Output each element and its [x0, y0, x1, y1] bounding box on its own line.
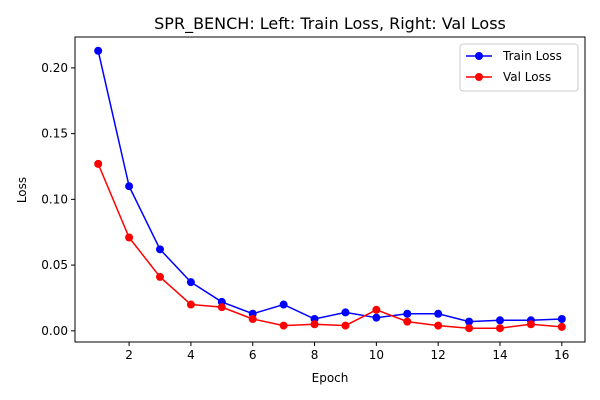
- x-tick-label: 2: [125, 348, 133, 362]
- data-point: [557, 314, 566, 323]
- x-axis-label: Epoch: [312, 371, 349, 385]
- data-point: [341, 308, 350, 317]
- series-line: [97, 163, 562, 329]
- data-point: [217, 303, 226, 312]
- x-tick-label: 4: [187, 348, 195, 362]
- y-tick-label: 0.05: [41, 258, 68, 272]
- x-tick-label: 14: [492, 348, 507, 362]
- x-tick-label: 12: [431, 348, 446, 362]
- data-point: [465, 317, 474, 326]
- data-point: [125, 182, 134, 191]
- x-tick-label: 16: [554, 348, 569, 362]
- data-point: [465, 324, 474, 333]
- data-point: [279, 300, 288, 309]
- legend-label: Val Loss: [503, 70, 551, 84]
- data-point: [496, 316, 504, 325]
- data-point: [372, 313, 381, 322]
- legend-entry: Val Loss: [466, 70, 551, 84]
- x-tick-label: 8: [311, 348, 319, 362]
- data-point: [403, 309, 412, 318]
- chart-title: SPR_BENCH: Left: Train Loss, Right: Val …: [154, 14, 506, 34]
- legend-marker: [475, 52, 483, 60]
- plot-area: [74, 36, 586, 343]
- series-line: [97, 50, 562, 323]
- legend-label: Train Loss: [502, 49, 562, 63]
- data-point: [434, 321, 443, 330]
- x-tick-label: 10: [369, 348, 384, 362]
- data-point: [341, 321, 350, 330]
- data-point: [372, 305, 381, 314]
- y-tick-label: 0.15: [41, 127, 68, 141]
- data-point: [248, 314, 257, 323]
- data-point: [557, 322, 566, 331]
- y-tick-label: 0.00: [41, 324, 68, 338]
- data-point: [279, 321, 288, 330]
- data-point: [310, 320, 319, 329]
- plot-frame: [74, 36, 586, 343]
- x-tick-label: 6: [249, 348, 257, 362]
- y-axis: 0.00 0.05 0.10 0.15 0.20: [41, 61, 75, 338]
- series-1: [94, 159, 566, 333]
- y-tick-label: 0.20: [41, 61, 68, 75]
- y-tick-label: 0.10: [41, 192, 68, 206]
- data-point: [403, 317, 412, 326]
- data-point: [156, 245, 164, 254]
- y-axis-label: Loss: [15, 177, 29, 203]
- data-point: [526, 320, 535, 329]
- data-point: [186, 278, 195, 287]
- legend: Train Loss Val Loss: [459, 43, 579, 92]
- data-point: [186, 300, 195, 309]
- legend-marker: [475, 73, 483, 81]
- x-axis: 2 4 6 8 10 12 14 16: [125, 342, 569, 362]
- series-layer: [94, 46, 566, 333]
- data-point: [94, 159, 103, 168]
- data-point: [496, 324, 504, 333]
- data-point: [156, 272, 164, 281]
- data-point: [94, 46, 103, 55]
- data-point: [125, 233, 134, 242]
- legend-entry: Train Loss: [466, 49, 562, 63]
- data-point: [434, 309, 443, 318]
